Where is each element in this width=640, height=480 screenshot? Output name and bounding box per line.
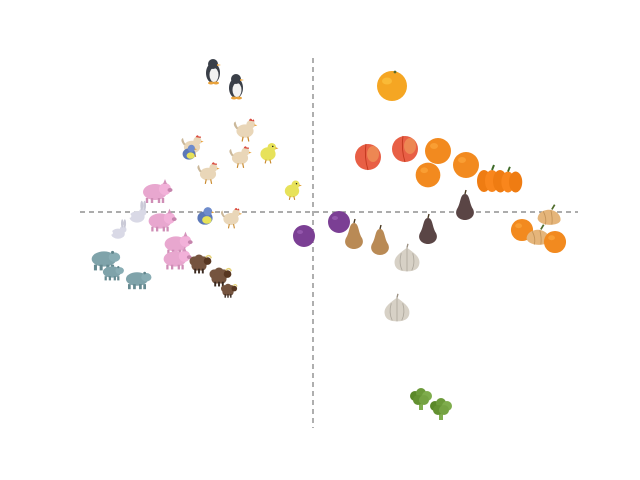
pear-icon xyxy=(419,213,437,244)
orange-icon xyxy=(415,162,441,188)
hippo-icon xyxy=(91,250,121,271)
orange-icon xyxy=(543,230,567,254)
chick-icon xyxy=(284,180,302,201)
rabbit-icon xyxy=(127,200,147,223)
bird-icon xyxy=(197,207,215,225)
hippo-icon xyxy=(102,265,124,281)
broccoli-icon xyxy=(410,388,432,410)
pear-icon xyxy=(456,189,474,220)
orange-icon xyxy=(453,152,479,178)
plum-icon xyxy=(293,225,315,247)
pear-icon xyxy=(371,224,389,255)
rabbit-icon xyxy=(109,219,127,239)
chick-icon xyxy=(260,143,279,164)
penguin-icon xyxy=(229,74,244,100)
squash-icon xyxy=(537,204,561,225)
hippo-icon xyxy=(125,271,152,290)
pear-icon xyxy=(345,218,363,249)
pumpkin-icon xyxy=(493,166,523,193)
sheep-icon xyxy=(189,254,213,274)
bird-icon xyxy=(182,144,197,160)
squash-icon xyxy=(526,224,550,245)
penguin-icon xyxy=(206,59,221,85)
peach-icon xyxy=(392,135,418,163)
plum-icon xyxy=(328,211,350,233)
garlic-icon xyxy=(394,243,420,272)
chicken-icon xyxy=(220,207,243,229)
bigorange-icon xyxy=(377,70,407,101)
chicken-icon xyxy=(233,118,258,142)
pig-icon xyxy=(163,246,192,270)
orange-icon xyxy=(425,138,451,164)
sheep-icon xyxy=(209,267,233,287)
fruits-and-vegetables-cluster xyxy=(293,70,567,420)
sheep-icon xyxy=(221,283,238,298)
peach-icon xyxy=(355,143,381,171)
chicken-icon xyxy=(229,146,252,169)
pig-icon xyxy=(148,208,177,232)
chicken-icon xyxy=(197,162,220,185)
pig-icon xyxy=(143,179,173,203)
pig-icon xyxy=(164,231,193,255)
broccoli-icon xyxy=(430,398,452,420)
garlic-icon xyxy=(384,293,410,322)
animals-cluster xyxy=(91,59,302,298)
